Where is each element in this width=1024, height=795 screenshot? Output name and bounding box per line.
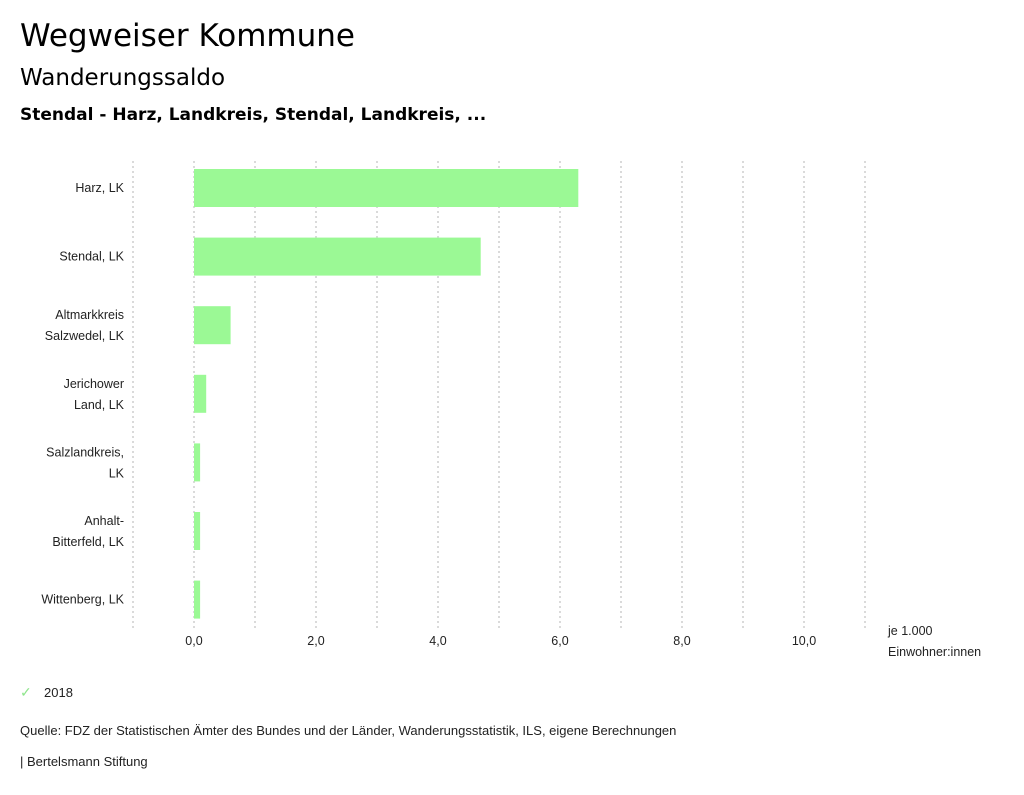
category-label: Harz, LK xyxy=(75,181,124,195)
category-label: Altmarkkreis xyxy=(55,308,124,322)
tick-label: 10,0 xyxy=(792,634,816,648)
category-label: LK xyxy=(109,466,125,480)
tick-label: 4,0 xyxy=(429,634,446,648)
category-label: Stendal, LK xyxy=(59,250,124,264)
axis-unit-label: je 1.000 Einwohner:innen xyxy=(887,624,981,659)
category-label: Salzlandkreis, xyxy=(46,445,124,459)
category-label: Anhalt- xyxy=(84,514,124,528)
category-label: Bitterfeld, LK xyxy=(52,535,124,549)
chart-subtitle: Wanderungssaldo xyxy=(20,65,226,91)
category-label: Land, LK xyxy=(74,398,125,412)
bar-chart: Harz, LK Stendal, LK Altmarkkreis Salzwedel… xyxy=(41,161,981,659)
unit-label: Einwohner:innen xyxy=(888,645,981,659)
bar[interactable] xyxy=(194,374,207,413)
category-label: Salzwedel, LK xyxy=(45,329,125,343)
bars xyxy=(194,169,579,619)
legend[interactable]: ✓ 2018 xyxy=(20,684,73,701)
bar[interactable] xyxy=(194,512,201,550)
check-icon[interactable]: ✓ xyxy=(20,684,32,700)
region-selection: Stendal - Harz, Landkreis, Stendal, Land… xyxy=(20,105,487,125)
source-note: Quelle: FDZ der Statistischen Ämter des … xyxy=(20,723,677,738)
tick-label: 0,0 xyxy=(185,634,202,648)
legend-label-2018[interactable]: 2018 xyxy=(44,685,73,700)
page-title: Wegweiser Kommune xyxy=(20,18,355,54)
credit-note: | Bertelsmann Stiftung xyxy=(20,754,148,769)
category-labels: Harz, LK Stendal, LK Altmarkkreis Salzwedel… xyxy=(41,181,124,607)
bar[interactable] xyxy=(194,237,481,276)
category-label: Wittenberg, LK xyxy=(41,593,124,607)
unit-label: je 1.000 xyxy=(887,624,933,638)
bar[interactable] xyxy=(194,443,201,482)
tick-label: 2,0 xyxy=(307,634,324,648)
bar[interactable] xyxy=(194,580,201,619)
tick-label: 8,0 xyxy=(673,634,690,648)
bar[interactable] xyxy=(194,169,579,207)
tick-label: 6,0 xyxy=(551,634,568,648)
category-label: Jerichower xyxy=(64,377,124,391)
bar[interactable] xyxy=(194,306,231,345)
gridlines xyxy=(132,161,866,628)
tick-labels: 0,0 2,0 4,0 6,0 8,0 10,0 xyxy=(185,634,816,648)
